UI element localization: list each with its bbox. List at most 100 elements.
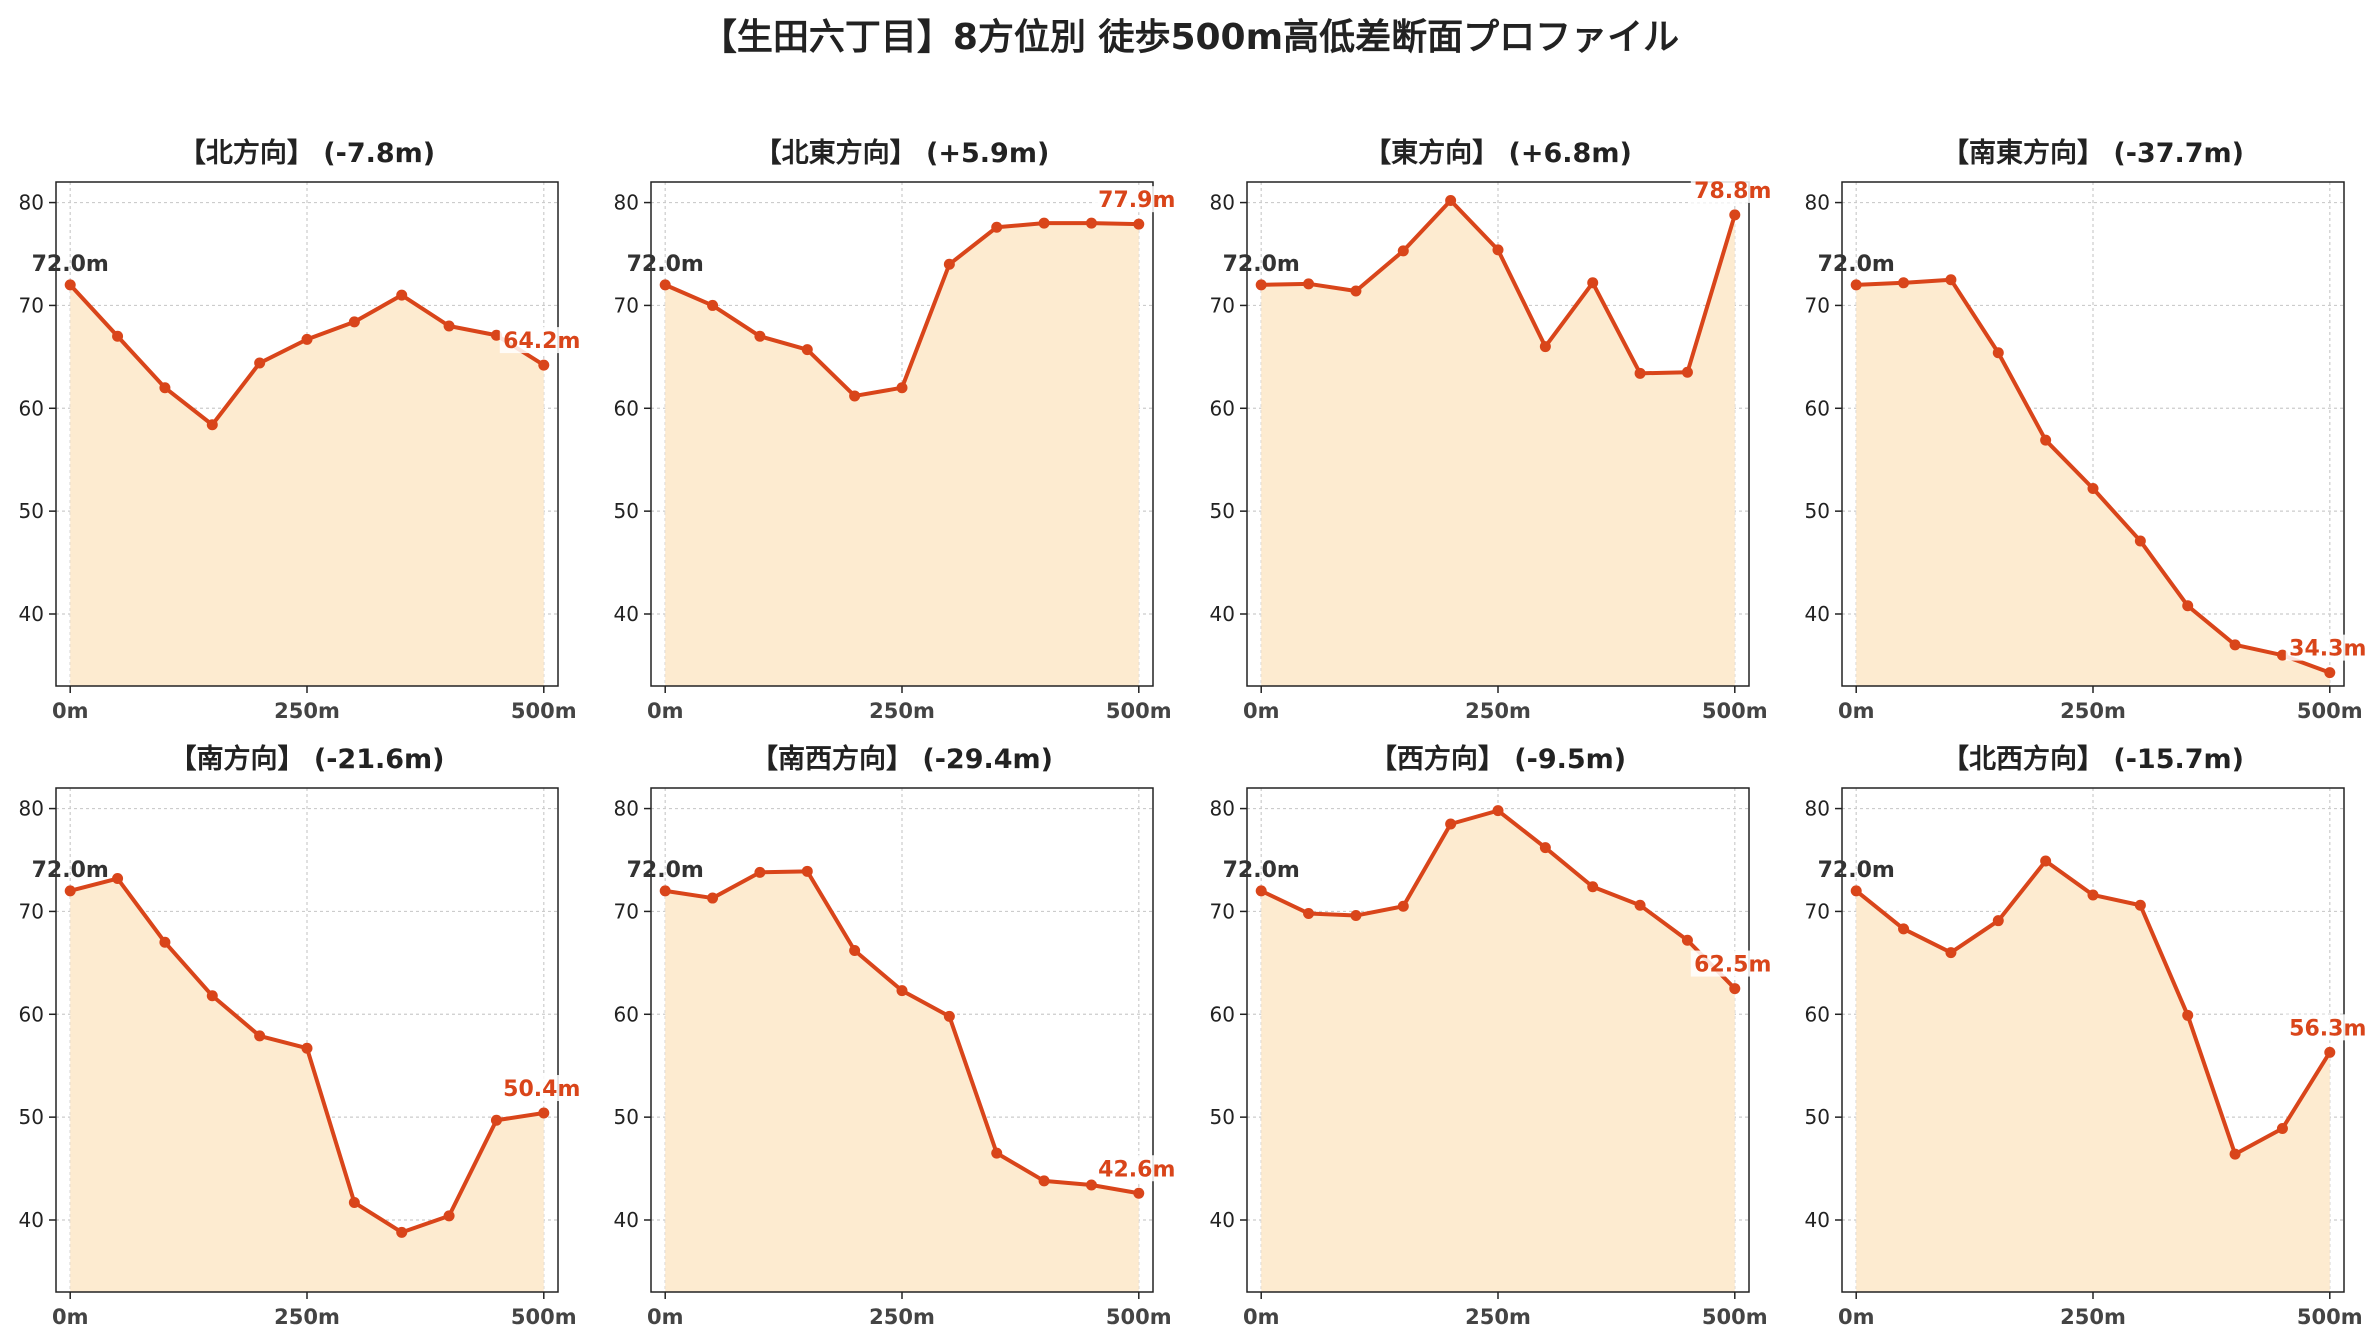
y-tick-label: 60 [1805,396,1830,420]
data-point [1133,218,1145,230]
data-point [490,329,502,341]
y-tick-label: 80 [1805,797,1830,821]
data-point [1681,934,1693,946]
data-point [1945,947,1957,959]
chart-panel-2: 【北東方向】 (+5.9m) 40 50 60 70 80 0m 250m 500m 72.0m 7… [614,137,1179,723]
chart-panel-1: 【北方向】 (-7.8m) 40 50 60 70 80 0m 250m 500m 72.0m 64… [19,137,584,723]
y-tick-label: 70 [1210,899,1235,923]
end-label-background [1690,176,1775,203]
y-tick-label: 40 [1805,1208,1830,1232]
y-tick-label: 50 [614,1105,639,1129]
elevation-area [1261,200,1735,686]
y-tick-label: 80 [19,797,44,821]
data-point [1038,217,1050,229]
y-tick-label: 50 [19,1105,44,1129]
data-point [707,892,719,904]
end-elevation-label: 78.8m [1694,179,1771,204]
data-point [801,865,813,877]
data-point [1397,245,1409,257]
data-point [254,357,266,369]
end-elevation-label: 64.2m [503,329,580,354]
end-label-background [1094,186,1179,213]
data-point [659,279,671,291]
data-point [1492,805,1504,817]
start-elevation-label: 72.0m [627,252,704,277]
elevation-area [1261,810,1735,1292]
data-point [538,359,550,371]
data-point [159,382,171,394]
data-point [1992,915,2004,927]
data-point [896,985,908,997]
start-elevation-label: 72.0m [1818,252,1895,277]
data-point [1539,842,1551,854]
data-point [1255,885,1267,897]
data-point [2229,639,2241,651]
data-point [1303,278,1315,290]
y-tick-label: 70 [614,293,639,317]
y-tick-label: 40 [1210,602,1235,626]
data-point [1085,1179,1097,1191]
data-point [1898,923,1910,935]
x-tick-label: 500m [2297,699,2363,723]
data-point [2229,1148,2241,1160]
end-elevation-label: 50.4m [503,1077,580,1102]
data-point [490,1114,502,1126]
data-point [2276,649,2288,661]
start-elevation-label: 72.0m [1223,858,1300,883]
y-tick-label: 70 [1210,293,1235,317]
y-tick-label: 70 [1805,899,1830,923]
y-tick-label: 80 [1210,797,1235,821]
x-tick-label: 500m [511,1305,577,1329]
x-tick-label: 0m [647,699,684,723]
data-point [64,885,76,897]
data-point [2182,1009,2194,1021]
end-elevation-label: 56.3m [2289,1016,2366,1041]
data-point [2087,483,2099,495]
data-point [1492,244,1504,256]
y-tick-label: 60 [19,1002,44,1026]
x-tick-label: 500m [1106,699,1172,723]
chart-panel-6: 【南西方向】 (-29.4m) 40 50 60 70 80 0m 250m 500m 72.0m… [614,743,1179,1329]
data-point [1634,899,1646,911]
data-point [1729,983,1741,995]
x-tick-label: 0m [647,1305,684,1329]
y-tick-label: 50 [1210,499,1235,523]
x-tick-label: 0m [1243,1305,1280,1329]
data-point [112,873,124,885]
data-point [849,390,861,402]
data-point [1634,367,1646,379]
x-tick-label: 250m [1465,1305,1531,1329]
x-tick-label: 500m [1702,699,1768,723]
chart-title: 【南東方向】 (-37.7m) [1942,137,2244,169]
chart-title: 【南方向】 (-21.6m) [169,743,444,775]
elevation-area [1856,861,2330,1292]
data-point [1350,285,1362,297]
x-tick-label: 0m [52,1305,89,1329]
elevation-area [70,878,544,1292]
data-point [2040,855,2052,867]
data-point [2324,667,2336,679]
data-point [1445,195,1457,207]
figure-title: 【生田六丁目】8方位別 徒歩500m高低差断面プロファイル [700,17,1680,58]
data-point [1729,209,1741,221]
end-elevation-label: 42.6m [1098,1157,1175,1182]
chart-title: 【北東方向】 (+5.9m) [755,137,1050,169]
y-tick-label: 40 [1805,602,1830,626]
data-point [159,936,171,948]
y-tick-label: 40 [614,602,639,626]
data-point [1945,274,1957,286]
data-point [2087,889,2099,901]
chart-title: 【西方向】 (-9.5m) [1370,743,1626,775]
chart-title: 【北西方向】 (-15.7m) [1942,743,2244,775]
y-tick-label: 60 [614,1002,639,1026]
x-tick-label: 500m [511,699,577,723]
data-point [1587,881,1599,893]
end-label-background [1094,1155,1179,1182]
data-point [2276,1122,2288,1134]
data-point [991,221,1003,233]
x-tick-label: 250m [2060,699,2126,723]
end-label-background [2285,634,2370,661]
chart-title: 【北方向】 (-7.8m) [179,137,435,169]
data-point [943,1010,955,1022]
